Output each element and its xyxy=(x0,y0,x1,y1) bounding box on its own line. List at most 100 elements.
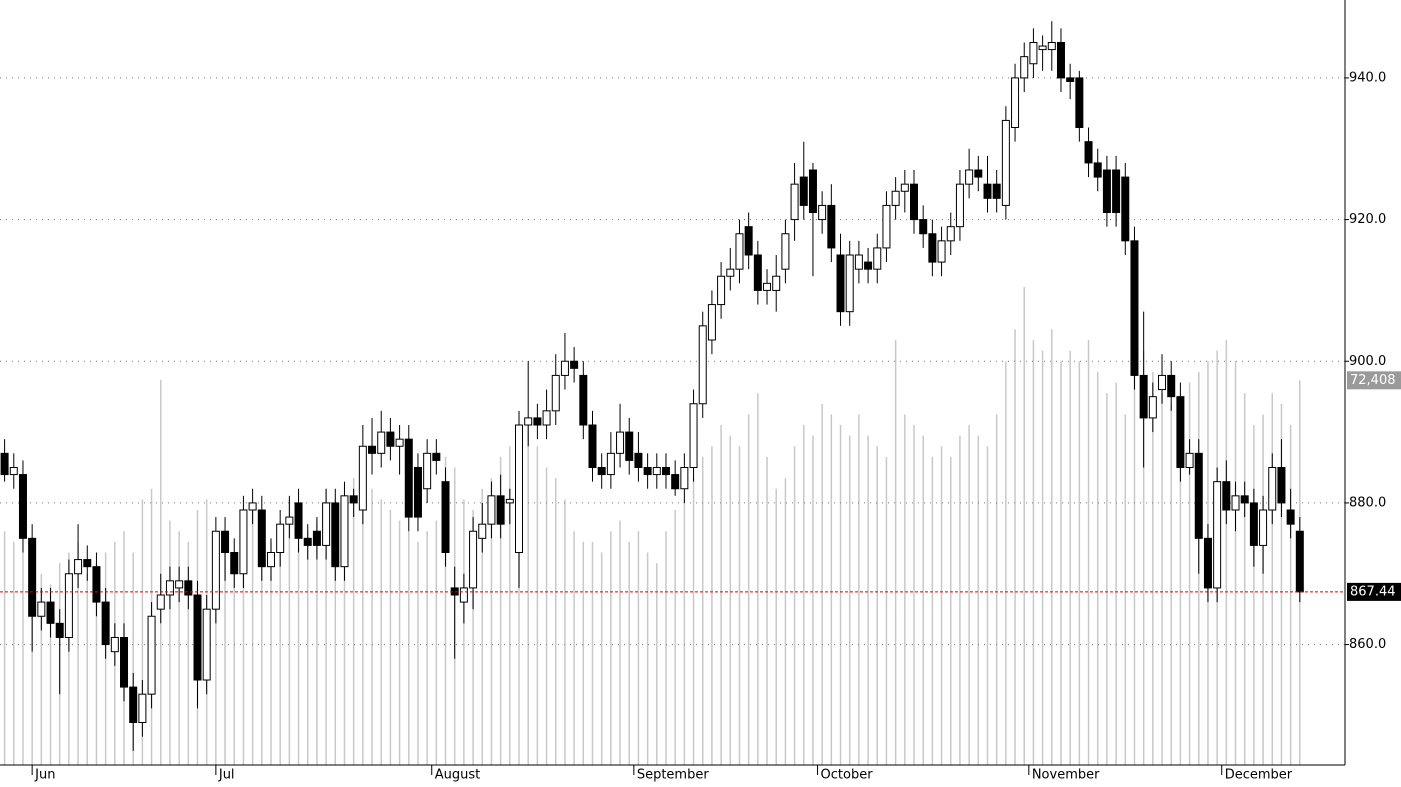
candle-body xyxy=(671,474,680,490)
candle-body xyxy=(1121,176,1130,242)
candle-body xyxy=(836,254,845,313)
candle-body xyxy=(331,502,340,568)
candle-body xyxy=(570,360,579,369)
candle-body xyxy=(459,587,468,603)
candle-body xyxy=(882,204,891,249)
candle-body xyxy=(680,467,689,490)
candle-body xyxy=(1020,56,1029,79)
candle-body xyxy=(763,282,772,291)
candle-body xyxy=(469,530,478,589)
candle-body xyxy=(312,530,321,546)
candle-body xyxy=(1084,141,1093,164)
candle-body xyxy=(1185,452,1194,469)
candle-body xyxy=(974,169,983,178)
candle-body xyxy=(689,403,698,468)
candle-body xyxy=(1102,169,1111,213)
candle-body xyxy=(239,509,248,575)
candle-body xyxy=(138,693,147,724)
candle-body xyxy=(276,523,285,554)
candle-body xyxy=(1093,162,1102,178)
candle-body xyxy=(413,467,422,518)
candle-body xyxy=(9,467,18,476)
candle-body xyxy=(983,183,992,199)
candle-body xyxy=(110,637,119,653)
last-volume-box xyxy=(1347,371,1401,390)
y-tick-label: 940.0 xyxy=(1349,70,1386,85)
candle-body xyxy=(441,481,450,553)
candle-body xyxy=(808,169,817,213)
candle-body xyxy=(303,537,312,546)
candle-body xyxy=(873,247,882,270)
candle-body xyxy=(349,495,358,504)
candle-body xyxy=(1176,396,1185,468)
candle-body xyxy=(1047,42,1056,51)
candle-body xyxy=(1011,77,1020,128)
candle-body xyxy=(386,431,395,447)
candle-body xyxy=(505,498,514,504)
candle-body xyxy=(368,445,377,454)
candle-body xyxy=(799,176,808,206)
candle-body xyxy=(634,452,643,469)
candle-body xyxy=(211,530,220,610)
candle-body xyxy=(1148,396,1157,419)
candle-body xyxy=(606,452,615,476)
candle-body xyxy=(1231,495,1240,511)
candle-body xyxy=(560,360,569,376)
candle-body xyxy=(184,580,193,596)
candle-body xyxy=(1075,77,1084,128)
candle-body xyxy=(28,537,37,617)
y-tick-label: 880.0 xyxy=(1349,495,1386,510)
candle-body xyxy=(1038,45,1047,51)
candle-body xyxy=(193,594,202,681)
candle-body xyxy=(661,467,670,476)
candle-body xyxy=(248,502,257,511)
candle-body xyxy=(1139,374,1148,419)
candle-body xyxy=(322,502,331,546)
x-tick-label: Jul xyxy=(218,768,235,783)
candle-body xyxy=(1066,77,1075,82)
candle-body xyxy=(478,523,487,539)
candle-body xyxy=(1295,530,1304,593)
candle-body xyxy=(496,495,505,525)
candle-body xyxy=(542,410,551,426)
candle-body xyxy=(147,615,156,695)
candle-body xyxy=(781,233,790,270)
candle-body xyxy=(358,445,367,511)
candle-body xyxy=(294,502,303,539)
candle-body xyxy=(965,169,974,185)
candle-body xyxy=(1158,374,1167,391)
candle-body xyxy=(579,374,588,426)
candle-body xyxy=(992,183,1001,199)
candle-body xyxy=(643,467,652,476)
candle-body xyxy=(955,183,964,228)
candle-body xyxy=(230,552,239,575)
candle-body xyxy=(64,573,73,638)
candle-body xyxy=(285,516,294,525)
candle-body xyxy=(129,686,138,723)
candle-body xyxy=(946,226,955,242)
candle-body xyxy=(919,219,928,235)
candle-body xyxy=(221,530,230,553)
candle-body xyxy=(928,233,937,263)
candle-body xyxy=(202,608,211,681)
candle-body xyxy=(1268,467,1277,511)
candle-body xyxy=(377,431,386,454)
candle-body xyxy=(854,254,863,270)
x-tick-label: August xyxy=(435,768,481,783)
candle-body xyxy=(1194,452,1203,539)
candle-body xyxy=(1056,42,1065,79)
last-price-box xyxy=(1347,582,1401,601)
last-price-label: 867.44 xyxy=(1350,584,1396,599)
candle-body xyxy=(1167,374,1176,398)
candle-body xyxy=(753,254,762,291)
candle-body xyxy=(404,438,413,518)
candle-body xyxy=(551,374,560,412)
candle-body xyxy=(1213,481,1222,589)
candle-body xyxy=(1112,169,1121,213)
y-tick-label: 860.0 xyxy=(1349,637,1386,652)
candle-body xyxy=(698,325,707,405)
candle-body xyxy=(432,452,441,461)
candle-body xyxy=(616,431,625,454)
